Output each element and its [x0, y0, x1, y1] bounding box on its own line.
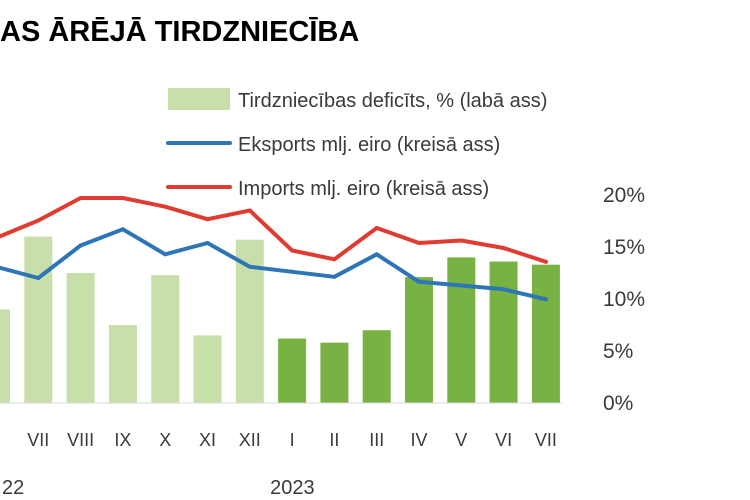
series-1-point-5: [205, 217, 210, 222]
right-axis-tick-label-0: 0%: [603, 392, 633, 415]
series-0-point-6: [247, 264, 252, 269]
x-tick-label-9: III: [369, 430, 384, 450]
series-0-point-5: [205, 241, 210, 245]
right-axis-tick-label-1: 5%: [603, 340, 633, 363]
series-1-point-1: [36, 218, 41, 223]
bars-layer: [0, 236, 560, 403]
lines-layer: [0, 196, 548, 302]
bar-13: [531, 264, 560, 403]
x-tick-label-8: II: [329, 430, 339, 450]
bar-5: [193, 335, 222, 403]
bar-0: [0, 309, 10, 403]
series-0-point-1: [36, 276, 41, 280]
x-tick-label-5: XI: [199, 430, 216, 450]
series-1-point-3: [120, 196, 125, 200]
x-tick-label-12: VI: [495, 430, 512, 450]
bar-7: [278, 338, 307, 403]
series-0-point-11: [459, 283, 464, 288]
x-tick-label-0: II: [0, 430, 1, 450]
legend-swatch-bars: [168, 88, 230, 110]
legend-layer: Tirdzniecības deficīts, % (labā ass) Eksp…: [166, 88, 547, 200]
series-0-point-4: [163, 252, 168, 257]
x-tick-label-4: X: [159, 430, 171, 450]
year-label-0: 22: [2, 477, 24, 499]
series-0-point-12: [501, 287, 506, 292]
x-tick-label-2: VIII: [67, 430, 94, 450]
bar-4: [151, 275, 180, 403]
x-tick-label-13: VII: [535, 430, 557, 450]
series-0-point-3: [120, 227, 125, 232]
bar-6: [235, 239, 264, 403]
right-axis-tick-label-3: 15%: [603, 236, 645, 259]
bar-8: [320, 342, 349, 403]
series-1-point-8: [332, 257, 337, 262]
right-axis-tick-label-4: 20%: [603, 184, 645, 207]
x-tick-label-11: V: [455, 430, 467, 450]
series-0-point-2: [78, 243, 83, 248]
series-1-point-4: [163, 204, 168, 209]
series-0-point-8: [332, 274, 337, 279]
bar-2: [66, 273, 95, 403]
bar-1: [24, 236, 53, 403]
year-label-1: 2023: [270, 477, 315, 499]
series-1-point-2: [78, 196, 83, 200]
bar-12: [489, 261, 518, 403]
legend-label-bars: Tirdzniecības deficīts, % (labā ass): [238, 90, 547, 112]
x-tick-label-1: VII: [27, 430, 49, 450]
series-0-point-10: [417, 279, 421, 284]
series-1-point-10: [417, 241, 421, 245]
series-line-0: [0, 227, 548, 302]
series-1-point-11: [459, 238, 464, 243]
series-1-point-13: [543, 259, 548, 264]
x-tick-label-10: IV: [410, 430, 427, 450]
bar-3: [108, 325, 137, 403]
bar-11: [447, 257, 476, 403]
series-0-point-13: [543, 297, 548, 302]
chart-title: AS ĀRĒJĀ TIRDZNIECĪBA: [0, 16, 360, 48]
x-tick-label-6: XII: [239, 430, 261, 450]
series-1-point-6: [247, 208, 252, 213]
axis-layer: IIVIIVIIIIXXXIXIIIIIIIIIVVVIVII2220230%5…: [0, 184, 645, 499]
legend-label-line-0: Eksports mlj. eiro (kreisā ass): [238, 134, 500, 156]
x-tick-label-3: IX: [114, 430, 131, 450]
series-1-point-9: [374, 226, 379, 230]
series-line-1: [0, 196, 548, 264]
series-0-point-9: [374, 252, 379, 257]
right-axis-tick-label-2: 10%: [603, 288, 645, 311]
series-1-point-12: [501, 246, 506, 250]
bar-9: [362, 330, 391, 403]
series-0-point-7: [290, 269, 295, 274]
x-tick-label-7: I: [290, 430, 295, 450]
legend-label-line-1: Imports mlj. eiro (kreisā ass): [238, 178, 489, 200]
series-1-point-7: [290, 248, 295, 253]
bar-10: [405, 277, 433, 403]
